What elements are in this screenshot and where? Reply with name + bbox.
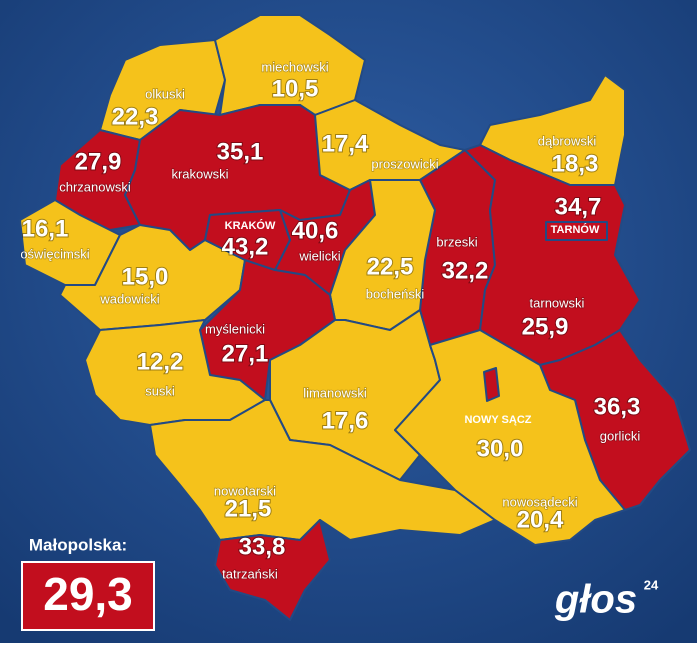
- region-value: 18,3: [552, 150, 599, 177]
- region-name: brzeski: [436, 234, 477, 249]
- region-value: 22,5: [367, 253, 414, 280]
- region-name: nowosądecki: [502, 494, 577, 509]
- region-name: tarnowski: [530, 295, 585, 310]
- region-name: proszowicki: [371, 156, 438, 171]
- summary-label: Małopolska:: [29, 535, 127, 554]
- region-name: tatrzański: [222, 566, 278, 581]
- region-name: oświęcimski: [20, 246, 89, 261]
- region-name: wadowicki: [99, 291, 159, 306]
- region-value: 16,1: [22, 215, 69, 242]
- region-name: myślenicki: [205, 321, 265, 336]
- region: [204, 209, 291, 271]
- region: [149, 399, 496, 541]
- region-name: wielicki: [298, 248, 340, 263]
- region-name: krakowski: [171, 166, 228, 181]
- region-value: 15,0: [122, 263, 169, 290]
- region-value: 33,8: [239, 533, 286, 560]
- region-value: 25,9: [522, 313, 569, 340]
- region-name: limanowski: [303, 385, 367, 400]
- region-value: 27,9: [75, 148, 122, 175]
- region-name: KRAKÓW: [225, 219, 276, 232]
- region-value: 17,6: [322, 407, 369, 434]
- region-value: 12,2: [137, 348, 184, 375]
- region-value: 34,7: [555, 193, 602, 220]
- region-value: 21,5: [225, 495, 272, 522]
- region-name: gorlicki: [600, 428, 641, 443]
- logo: głos: [554, 578, 637, 622]
- region-name: TARNÓW: [551, 223, 600, 236]
- region-name: bocheński: [366, 286, 425, 301]
- region-name: olkuski: [145, 86, 185, 101]
- summary-value: 29,3: [43, 568, 133, 620]
- region-value: 40,6: [292, 217, 339, 244]
- region-value: 43,2: [222, 233, 269, 260]
- region-value: 27,1: [222, 340, 269, 367]
- region: [59, 224, 246, 331]
- region-name: nowotarski: [214, 483, 276, 498]
- region-value: 22,3: [112, 103, 159, 130]
- region-name: dąbrowski: [538, 133, 597, 148]
- region-name: miechowski: [261, 59, 328, 74]
- region: [214, 519, 331, 621]
- region-name: chrzanowski: [59, 179, 131, 194]
- summary-box: [21, 561, 155, 631]
- region: [394, 329, 626, 546]
- region-value: 17,4: [322, 130, 369, 157]
- region-value: 35,1: [217, 138, 264, 165]
- region-name: NOWY SĄCZ: [464, 414, 531, 426]
- region: [545, 221, 608, 241]
- region-value: 30,0: [477, 435, 524, 462]
- region-value: 20,4: [517, 506, 564, 533]
- region-value: 10,5: [272, 75, 319, 102]
- region-value: 32,2: [442, 257, 489, 284]
- region-name: suski: [145, 383, 175, 398]
- logo-superscript: 24: [644, 577, 659, 592]
- region-value: 36,3: [594, 393, 641, 420]
- region: [483, 367, 500, 402]
